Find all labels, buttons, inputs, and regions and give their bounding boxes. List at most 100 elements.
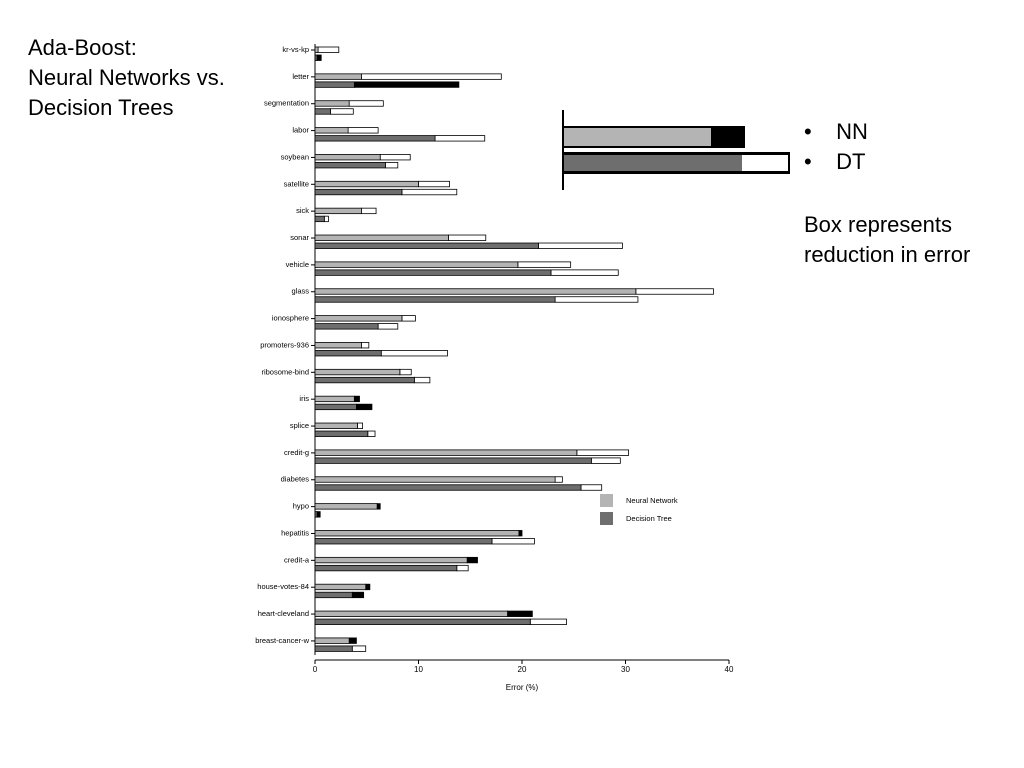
box xyxy=(351,591,365,599)
bar xyxy=(314,350,382,357)
y-tick-label: diabetes xyxy=(281,475,310,484)
box xyxy=(367,430,376,437)
bar xyxy=(314,100,350,107)
bar xyxy=(314,376,415,384)
bar xyxy=(314,234,449,241)
x-tick-label: 10 xyxy=(414,665,423,674)
y-tick-label: splice xyxy=(290,421,309,430)
bar xyxy=(314,530,520,537)
y-tick-label: kr-vs-kp xyxy=(282,45,309,54)
bar xyxy=(314,269,552,276)
y-tick-label: credit-g xyxy=(284,448,309,457)
box xyxy=(491,538,535,545)
box xyxy=(361,342,370,349)
x-axis-label: Error (%) xyxy=(506,683,539,692)
box xyxy=(330,108,354,115)
box xyxy=(635,288,714,295)
box xyxy=(380,350,448,357)
bar xyxy=(314,242,539,249)
box xyxy=(448,234,487,241)
box xyxy=(317,46,340,53)
bar xyxy=(314,403,357,411)
bar xyxy=(314,188,403,196)
box xyxy=(351,645,367,652)
box xyxy=(348,637,357,644)
box xyxy=(379,154,411,161)
box xyxy=(529,618,567,625)
box xyxy=(348,100,384,107)
bar xyxy=(314,618,531,625)
bar xyxy=(314,54,318,61)
bar xyxy=(314,583,367,591)
box xyxy=(347,127,379,134)
bar xyxy=(314,511,318,518)
legend-swatch xyxy=(600,494,613,507)
box xyxy=(456,564,469,572)
bullet-list: • NN • DT xyxy=(804,117,868,177)
bar xyxy=(314,342,362,349)
key-bar xyxy=(564,128,711,146)
box xyxy=(361,73,502,80)
bar xyxy=(314,645,353,652)
bar xyxy=(314,261,519,268)
bar xyxy=(314,457,592,464)
bar xyxy=(314,395,355,403)
box xyxy=(507,610,533,617)
bar xyxy=(314,637,350,644)
bar xyxy=(314,127,349,134)
box xyxy=(376,503,381,510)
x-tick-label: 0 xyxy=(313,665,318,674)
bar xyxy=(314,538,493,545)
bar xyxy=(314,288,637,295)
bar xyxy=(314,476,556,483)
box xyxy=(361,207,377,215)
bullet-text: DT xyxy=(836,149,866,174)
box xyxy=(399,368,412,376)
bar xyxy=(314,108,331,115)
y-tick-label: segmentation xyxy=(264,99,309,108)
y-tick-label: letter xyxy=(292,72,309,81)
title-line: Neural Networks vs. xyxy=(28,65,225,90)
y-tick-label: ribosome-bind xyxy=(261,367,309,376)
box xyxy=(538,242,623,249)
bar xyxy=(314,323,379,330)
box xyxy=(357,422,364,429)
x-tick-label: 40 xyxy=(725,665,734,674)
y-tick-label: iris xyxy=(299,394,309,403)
bar xyxy=(314,503,378,510)
bar xyxy=(314,180,419,188)
bar xyxy=(314,449,578,456)
box xyxy=(401,315,416,322)
x-tick-label: 20 xyxy=(518,665,527,674)
y-tick-label: labor xyxy=(292,126,309,135)
bar xyxy=(314,484,582,491)
note: Box represents reduction in error xyxy=(804,210,970,270)
box xyxy=(377,323,399,330)
bar xyxy=(314,296,556,303)
title-line: Decision Trees xyxy=(28,95,174,120)
box xyxy=(554,296,639,303)
box xyxy=(323,215,329,223)
box-key xyxy=(562,110,790,190)
bar xyxy=(314,422,358,429)
bar xyxy=(314,81,355,88)
bar xyxy=(314,564,458,572)
legend-label: Neural Network xyxy=(626,496,678,505)
bullet-text: NN xyxy=(836,119,868,144)
box xyxy=(418,180,450,188)
note-line: Box represents xyxy=(804,212,952,237)
bar xyxy=(314,135,436,142)
key-bar xyxy=(564,155,742,171)
y-tick-label: breast-cancer-w xyxy=(255,636,309,645)
y-tick-label: soybean xyxy=(281,152,309,161)
box xyxy=(576,449,630,456)
bar xyxy=(314,368,401,376)
bar xyxy=(314,556,468,564)
bar xyxy=(314,215,325,223)
box xyxy=(353,395,360,403)
bullet: • NN xyxy=(804,119,868,144)
bar xyxy=(314,315,403,322)
y-tick-label: satellite xyxy=(284,179,309,188)
